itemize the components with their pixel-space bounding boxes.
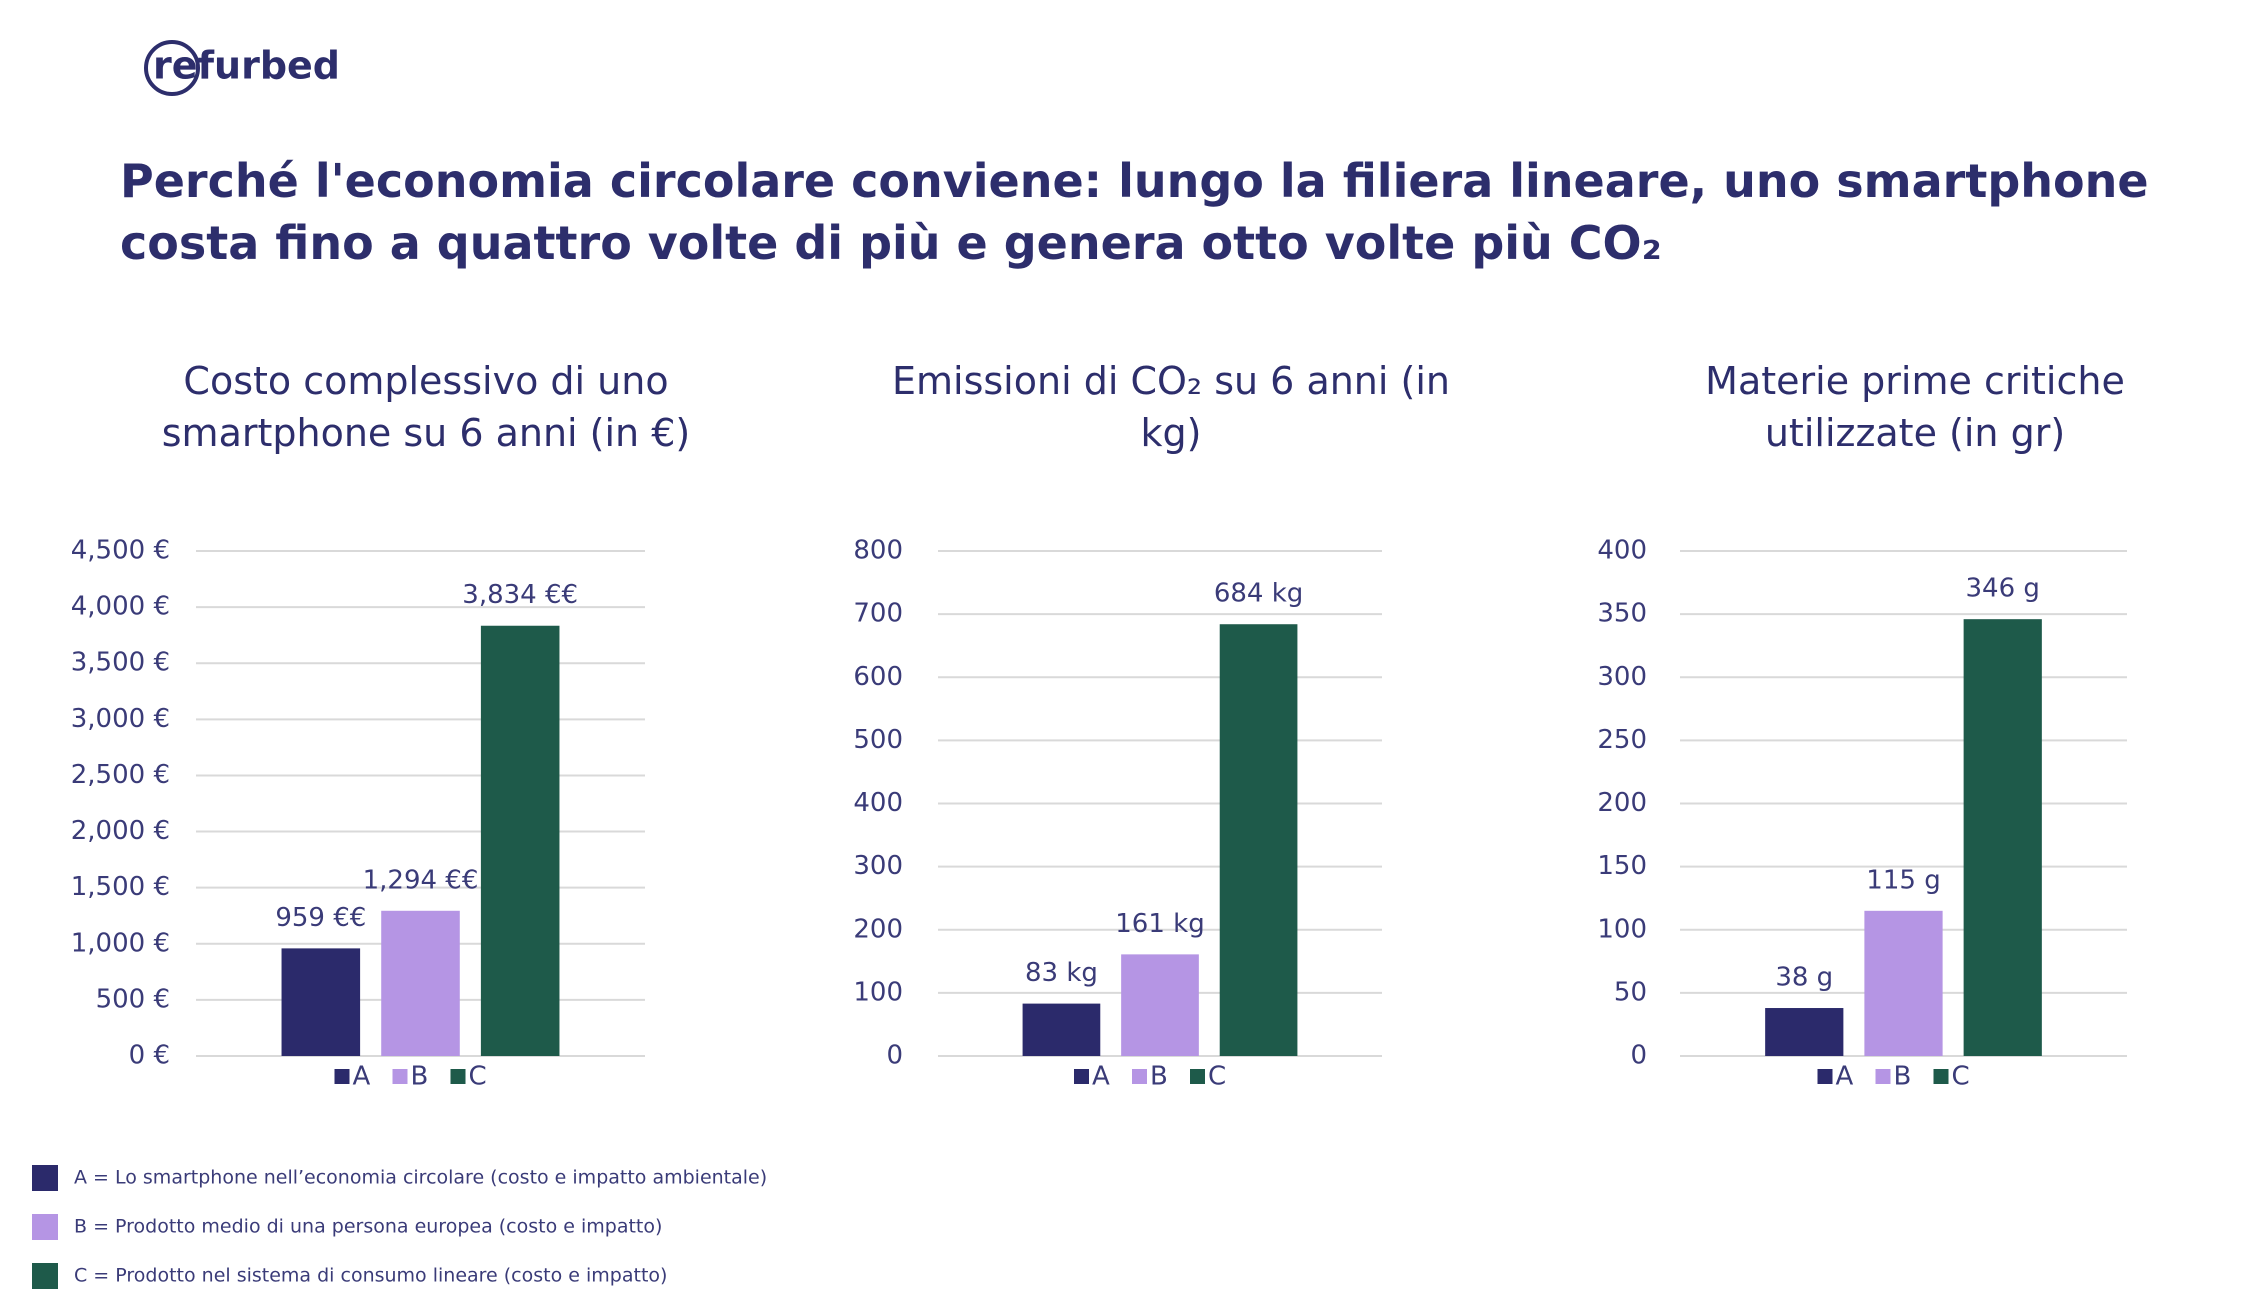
note-text: A = Lo smartphone nell’economia circolar… bbox=[74, 1167, 767, 1189]
legend-swatch bbox=[1817, 1069, 1833, 1084]
value-label: 38 g bbox=[1775, 963, 1833, 993]
value-label: 83 kg bbox=[1025, 958, 1098, 988]
y-tick-label: 150 bbox=[1597, 851, 1647, 881]
value-label: 161 kg bbox=[1115, 909, 1204, 939]
y-tick-label: 300 bbox=[1597, 662, 1647, 692]
bar bbox=[480, 625, 560, 1056]
value-label: 346 g bbox=[1966, 574, 2040, 604]
legend-swatch bbox=[1875, 1069, 1891, 1084]
y-tick-label: 800 bbox=[853, 536, 903, 566]
bar bbox=[1765, 1008, 1844, 1056]
y-tick-label: 600 bbox=[853, 662, 903, 692]
note-swatch bbox=[32, 1165, 58, 1191]
value-label: 1,294 €€ bbox=[363, 865, 479, 895]
y-tick-label: 350 bbox=[1597, 599, 1647, 629]
bar bbox=[1864, 910, 1943, 1056]
chart-title: Materie prime critiche utilizzate (in gr… bbox=[1705, 359, 2125, 455]
y-tick-label: 1,500 € bbox=[71, 872, 170, 902]
y-tick-label: 4,500 € bbox=[71, 536, 170, 566]
note-swatch bbox=[32, 1263, 58, 1289]
y-tick-label: 50 bbox=[1614, 977, 1647, 1007]
bar bbox=[381, 910, 460, 1056]
value-label: 3,834 €€ bbox=[462, 580, 578, 610]
y-tick-label: 1,000 € bbox=[71, 928, 170, 958]
y-tick-label: 3,500 € bbox=[71, 648, 170, 678]
legend-swatch bbox=[1190, 1069, 1205, 1084]
y-tick-label: 100 bbox=[1597, 914, 1647, 944]
note-text: B = Prodotto medio di una persona europe… bbox=[74, 1216, 662, 1238]
y-tick-label: 400 bbox=[853, 788, 903, 818]
y-tick-label: 0 € bbox=[129, 1041, 170, 1071]
y-tick-label: 200 bbox=[1597, 788, 1647, 818]
legend-label: A bbox=[1092, 1062, 1110, 1092]
y-tick-label: 4,000 € bbox=[71, 592, 170, 622]
bar bbox=[281, 948, 361, 1056]
legend-swatch bbox=[1933, 1069, 1949, 1084]
y-tick-label: 300 bbox=[853, 851, 903, 881]
value-label: 684 kg bbox=[1214, 579, 1303, 609]
legend-label: A bbox=[1836, 1062, 1854, 1092]
note-text: C = Prodotto nel sistema di consumo line… bbox=[74, 1265, 667, 1287]
y-tick-label: 700 bbox=[853, 599, 903, 629]
legend-swatch bbox=[1074, 1069, 1089, 1084]
legend-label: B bbox=[1150, 1062, 1168, 1092]
chart-title: Emissioni di CO₂ su 6 anni (in kg) bbox=[892, 359, 1450, 455]
legend-swatch bbox=[392, 1069, 408, 1084]
y-tick-label: 250 bbox=[1597, 725, 1647, 755]
y-tick-label: 200 bbox=[853, 914, 903, 944]
y-tick-label: 2,500 € bbox=[71, 760, 170, 790]
page-title: Perché l'economia circolare conviene: lu… bbox=[120, 154, 2149, 270]
bar bbox=[1219, 624, 1298, 1056]
chart-title: Costo complessivo di uno smartphone su 6… bbox=[161, 359, 691, 455]
value-label: 959 €€ bbox=[275, 903, 366, 933]
logo-ring bbox=[144, 40, 200, 96]
value-label: 115 g bbox=[1866, 865, 1940, 895]
y-tick-label: 500 bbox=[853, 725, 903, 755]
legend-swatch bbox=[334, 1069, 350, 1084]
legend-swatch bbox=[1132, 1069, 1147, 1084]
legend-label: A bbox=[353, 1062, 371, 1092]
y-tick-label: 0 bbox=[886, 1041, 903, 1071]
y-tick-label: 0 bbox=[1630, 1041, 1647, 1071]
bar bbox=[1022, 1003, 1101, 1056]
logo: refurbed bbox=[153, 44, 340, 88]
y-tick-label: 500 € bbox=[96, 984, 170, 1014]
legend-label: B bbox=[411, 1062, 429, 1092]
note-swatch bbox=[32, 1214, 58, 1240]
y-tick-label: 400 bbox=[1597, 536, 1647, 566]
legend-label: C bbox=[469, 1062, 487, 1092]
bar bbox=[1121, 954, 1199, 1056]
legend-label: B bbox=[1894, 1062, 1912, 1092]
legend-label: C bbox=[1208, 1062, 1226, 1092]
y-tick-label: 3,000 € bbox=[71, 704, 170, 734]
bar bbox=[1963, 619, 2042, 1056]
y-tick-label: 2,000 € bbox=[71, 816, 170, 846]
legend-swatch bbox=[450, 1069, 466, 1084]
legend-label: C bbox=[1952, 1062, 1970, 1092]
y-tick-label: 100 bbox=[853, 977, 903, 1007]
